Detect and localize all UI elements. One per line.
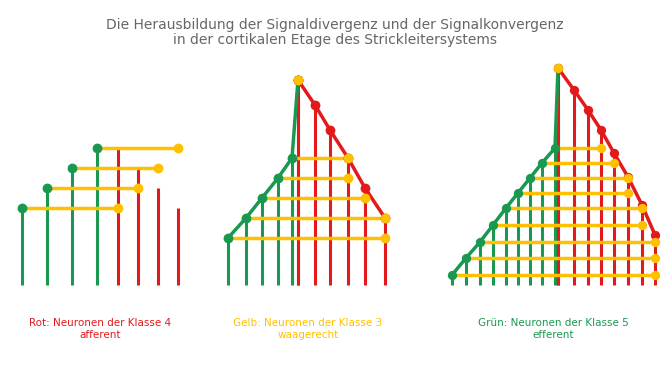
Point [636,222,647,228]
Point [549,145,560,151]
Point [488,222,498,228]
Point [92,145,103,151]
Point [553,65,563,71]
Point [650,232,661,238]
Point [447,272,458,278]
Text: Gelb: Neuronen der Klasse 3
waagerecht: Gelb: Neuronen der Klasse 3 waagerecht [233,318,383,339]
Point [513,190,523,196]
Point [525,175,535,181]
Point [113,205,123,211]
Point [17,205,27,211]
Point [650,239,661,245]
Point [287,155,297,161]
Point [636,202,647,208]
Point [342,175,353,181]
Point [461,255,472,261]
Point [553,65,563,71]
Point [342,155,353,161]
Point [42,185,52,191]
Point [622,190,633,196]
Point [241,215,251,221]
Point [293,77,304,83]
Point [173,145,184,151]
Point [342,155,353,161]
Point [500,205,511,211]
Point [622,175,633,181]
Point [537,160,547,166]
Point [325,127,336,133]
Point [360,195,371,201]
Text: Grün: Neuronen der Klasse 5
efferent: Grün: Neuronen der Klasse 5 efferent [478,318,628,339]
Text: Die Herausbildung der Signaldivergenz und der Signalkonvergenz: Die Herausbildung der Signaldivergenz un… [106,18,564,32]
Point [650,255,661,261]
Point [553,65,563,71]
Point [380,215,391,221]
Point [474,239,485,245]
Text: in der cortikalen Etage des Strickleitersystems: in der cortikalen Etage des Strickleiter… [173,33,497,47]
Point [360,185,371,191]
Point [153,165,163,171]
Point [622,174,633,180]
Point [636,205,647,211]
Point [293,77,304,83]
Point [66,165,77,171]
Point [273,175,283,181]
Point [380,235,391,241]
Point [608,160,619,166]
Point [133,185,143,191]
Text: Rot: Neuronen der Klasse 4
afferent: Rot: Neuronen der Klasse 4 afferent [29,318,171,339]
Point [293,77,304,83]
Point [222,235,233,241]
Point [310,102,320,108]
Point [569,87,580,93]
Point [650,272,661,278]
Point [596,127,606,133]
Point [257,195,267,201]
Point [596,145,606,151]
Point [380,215,391,221]
Point [608,150,619,156]
Point [583,107,594,113]
